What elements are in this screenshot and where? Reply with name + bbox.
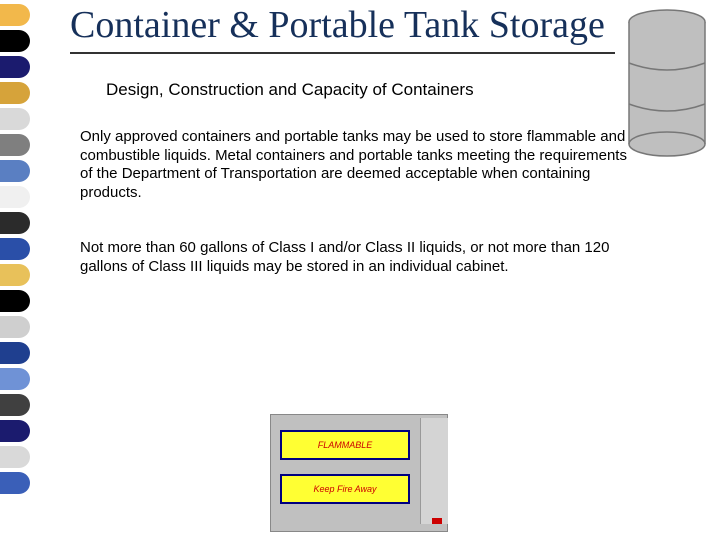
subtitle: Design, Construction and Capacity of Con… [106,80,700,100]
stripe-bullet [0,108,30,130]
cabinet-illustration: FLAMMABLE Keep Fire Away [270,414,448,532]
stripe-bullet [0,212,30,234]
stripe-bullet [0,472,30,494]
stripe-bullet [0,134,30,156]
cabinet-label-keep-fire-away: Keep Fire Away [282,484,408,494]
page-title: Container & Portable Tank Storage [70,6,700,46]
stripe-bullet [0,394,30,416]
stripe-bullet [0,82,30,104]
stripe-bullet [0,30,30,52]
stripe-bullet [0,264,30,286]
cabinet-drawer-bottom: Keep Fire Away [280,474,410,504]
paragraph-1: Only approved containers and portable ta… [80,128,640,203]
stripe-bullet [0,446,30,468]
cabinet-red-indicator [432,518,442,524]
stripe-bullet [0,4,30,26]
slide-content: Container & Portable Tank Storage Design… [70,6,700,276]
cabinet-label-flammable: FLAMMABLE [282,440,408,450]
stripe-bullet [0,160,30,182]
stripe-bullet [0,290,30,312]
cabinet-drawer-top: FLAMMABLE [280,430,410,460]
stripe-bullet [0,56,30,78]
stripe-bullet [0,420,30,442]
stripe-bullet [0,368,30,390]
stripe-bullet [0,238,30,260]
decorative-left-stripe [0,0,46,540]
stripe-bullet [0,186,30,208]
stripe-bullet [0,316,30,338]
title-underline [70,52,615,54]
stripe-bullet [0,342,30,364]
cabinet-side-panel [420,418,448,524]
paragraph-2: Not more than 60 gallons of Class I and/… [80,239,620,277]
